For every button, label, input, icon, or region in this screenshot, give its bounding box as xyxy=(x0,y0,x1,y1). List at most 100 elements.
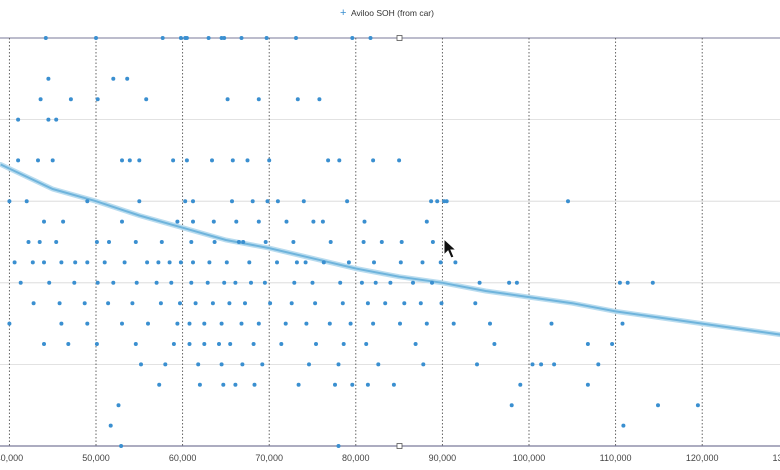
data-point xyxy=(424,321,429,326)
data-point xyxy=(650,280,655,285)
data-point xyxy=(552,362,557,367)
data-point xyxy=(359,280,364,285)
x-tick-label: 120,000 xyxy=(686,453,719,463)
data-point xyxy=(191,219,195,224)
data-point xyxy=(241,240,246,244)
data-point xyxy=(157,382,162,387)
data-point xyxy=(178,36,183,40)
data-point xyxy=(94,240,99,244)
data-point xyxy=(444,199,449,204)
data-points xyxy=(7,36,700,448)
data-point xyxy=(239,36,244,40)
data-point xyxy=(120,321,124,326)
data-point xyxy=(333,382,337,387)
trend-glow xyxy=(0,162,780,338)
data-point xyxy=(430,240,435,244)
data-point xyxy=(275,260,279,265)
data-point xyxy=(402,301,407,306)
x-tick-label: 80,000 xyxy=(342,453,370,463)
x-tick-label-left-edge: 40,000 xyxy=(0,453,23,463)
data-point xyxy=(310,280,315,285)
bottom-resize-handle[interactable] xyxy=(396,443,403,449)
data-point xyxy=(210,158,214,163)
data-point xyxy=(249,280,253,285)
data-point xyxy=(137,158,142,163)
data-point xyxy=(191,260,195,265)
data-point xyxy=(211,219,216,224)
data-point xyxy=(169,280,174,285)
data-point xyxy=(549,321,554,326)
data-point xyxy=(492,342,497,346)
data-point xyxy=(596,362,601,367)
data-point xyxy=(294,260,299,265)
data-point xyxy=(184,158,189,163)
data-point xyxy=(38,97,43,102)
data-point xyxy=(620,321,625,326)
data-point xyxy=(321,260,326,265)
data-point xyxy=(46,76,51,81)
data-point xyxy=(178,260,183,265)
data-point xyxy=(133,240,138,244)
data-point xyxy=(264,36,269,40)
data-point xyxy=(175,321,180,326)
data-point xyxy=(43,36,48,40)
data-point xyxy=(365,382,370,387)
data-point xyxy=(18,280,23,285)
data-point xyxy=(621,423,626,428)
data-point xyxy=(362,219,367,224)
data-point xyxy=(68,97,73,102)
data-point xyxy=(7,199,12,204)
data-point xyxy=(59,260,64,265)
data-point xyxy=(159,240,164,244)
data-point xyxy=(518,382,523,387)
data-point xyxy=(95,97,100,102)
data-point xyxy=(388,280,393,285)
data-point xyxy=(227,301,232,306)
data-point xyxy=(160,36,165,40)
data-point xyxy=(191,199,195,204)
data-point xyxy=(296,382,301,387)
data-point xyxy=(245,158,250,163)
data-point xyxy=(438,260,443,265)
data-point xyxy=(507,280,512,285)
data-point xyxy=(530,362,535,367)
data-point xyxy=(61,219,66,224)
x-tick-label: 50,000 xyxy=(82,453,110,463)
data-point xyxy=(85,321,90,326)
data-point xyxy=(205,280,210,285)
data-point xyxy=(320,219,325,224)
data-point xyxy=(85,260,90,265)
data-point xyxy=(94,36,98,40)
grid xyxy=(0,37,780,446)
data-point xyxy=(289,301,294,306)
x-axis-ticks: 50,000 60,000 70,000 80,000 90,000 100,000 110… xyxy=(0,453,780,463)
data-point xyxy=(42,342,46,346)
top-resize-handle[interactable] xyxy=(396,35,403,41)
data-point xyxy=(106,301,111,306)
data-point xyxy=(294,36,298,40)
data-point xyxy=(54,117,59,122)
data-point xyxy=(222,280,227,285)
data-point xyxy=(12,260,17,265)
data-point xyxy=(251,342,256,346)
x-tick-label: 70,000 xyxy=(255,453,283,463)
data-point xyxy=(340,301,345,306)
data-point xyxy=(314,342,318,346)
data-point xyxy=(337,158,342,163)
data-point xyxy=(125,76,130,81)
data-point xyxy=(46,117,51,122)
data-point xyxy=(240,362,245,367)
data-point xyxy=(224,260,229,265)
data-point xyxy=(37,240,42,244)
x-tick-label: 110,000 xyxy=(600,453,632,463)
legend-label: Aviloo SOH (from car) xyxy=(351,8,434,18)
data-point xyxy=(292,280,297,285)
x-tick-label: 90,000 xyxy=(429,453,457,463)
data-point xyxy=(301,199,306,204)
mouse-pointer-icon xyxy=(443,238,457,259)
data-point xyxy=(610,342,615,346)
data-point xyxy=(184,36,189,40)
data-point xyxy=(439,301,444,306)
data-point xyxy=(368,36,373,40)
